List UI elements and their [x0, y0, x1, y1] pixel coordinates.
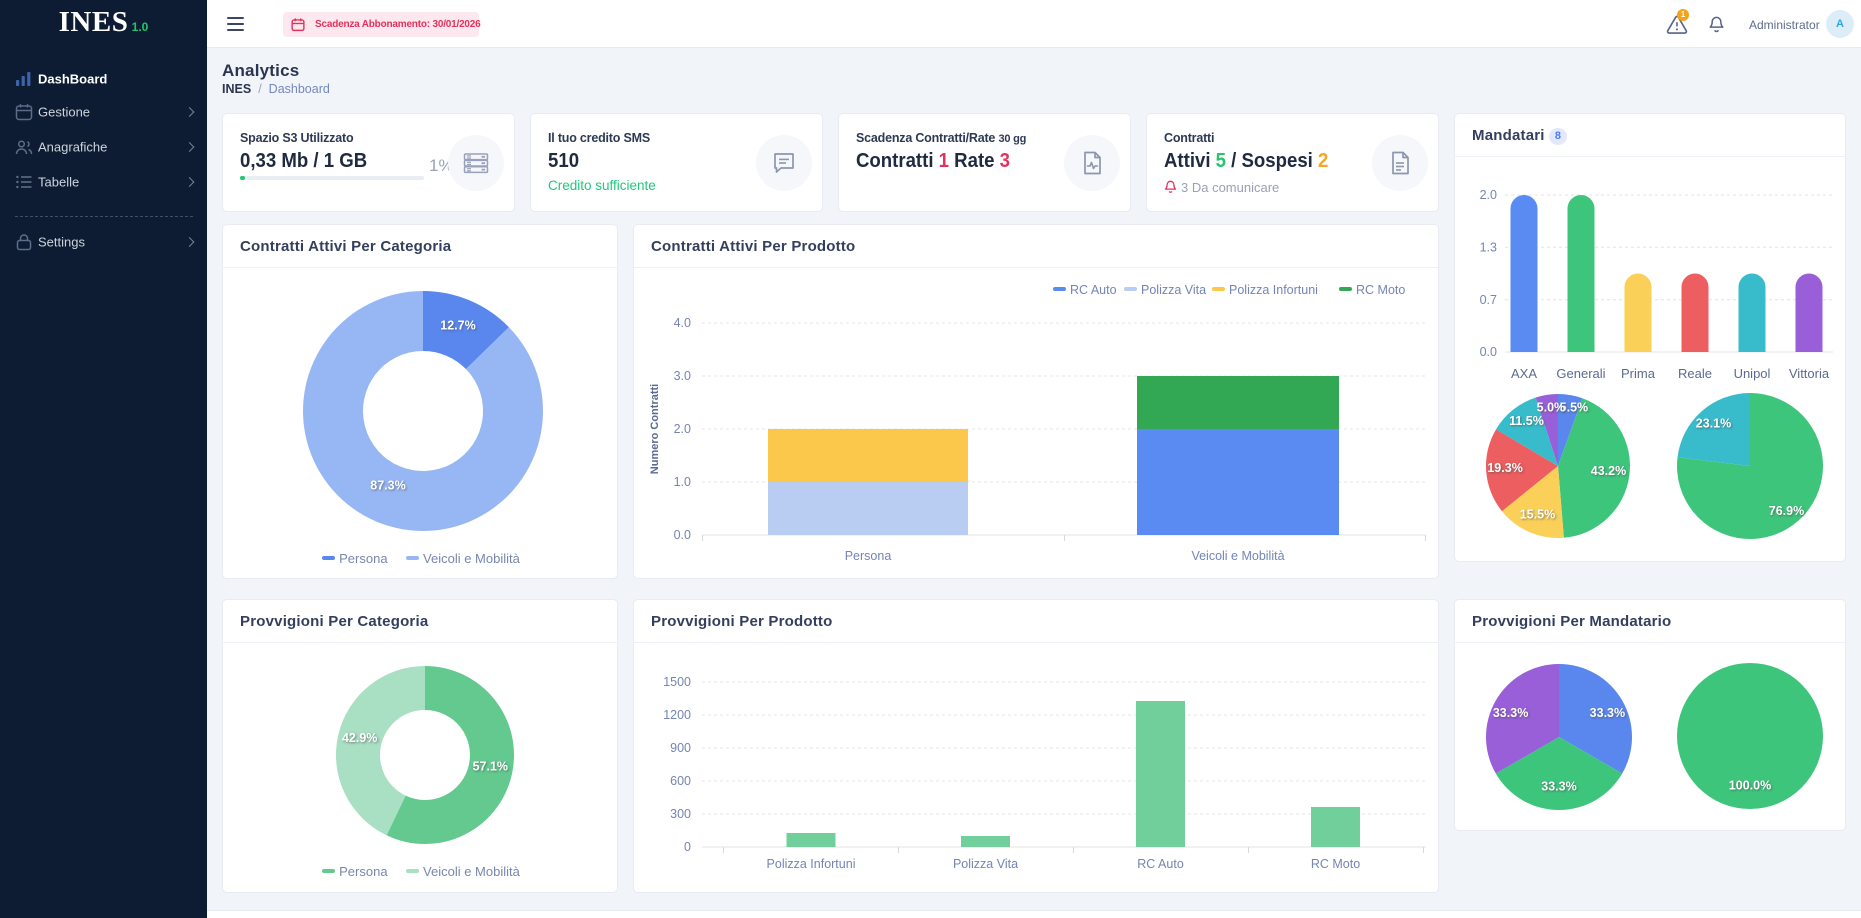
svg-text:0: 0 [684, 840, 691, 854]
svg-text:Polizza Vita: Polizza Vita [953, 857, 1018, 871]
svg-text:87.3%: 87.3% [370, 479, 405, 493]
svg-text:AXA: AXA [1511, 366, 1537, 381]
svg-text:Polizza Vita: Polizza Vita [1141, 283, 1206, 297]
svg-text:900: 900 [670, 741, 691, 755]
svg-text:4.0: 4.0 [674, 316, 691, 330]
svg-text:19.3%: 19.3% [1487, 461, 1522, 475]
svg-text:RC Auto: RC Auto [1137, 857, 1184, 871]
svg-text:12.7%: 12.7% [440, 319, 475, 333]
svg-text:Veicoli e Mobilità: Veicoli e Mobilità [1191, 549, 1284, 563]
svg-text:Polizza Infortuni: Polizza Infortuni [1229, 283, 1318, 297]
svg-text:1200: 1200 [663, 708, 691, 722]
svg-text:1.3: 1.3 [1480, 241, 1497, 255]
svg-text:2.0: 2.0 [674, 422, 691, 436]
svg-text:Reale: Reale [1678, 366, 1712, 381]
svg-text:100.0%: 100.0% [1729, 779, 1771, 793]
svg-text:RC Moto: RC Moto [1311, 857, 1360, 871]
svg-text:RC Auto: RC Auto [1070, 283, 1117, 297]
svg-text:15.5%: 15.5% [1520, 507, 1555, 521]
svg-text:0.7: 0.7 [1480, 293, 1497, 307]
svg-text:33.3%: 33.3% [1541, 780, 1576, 794]
svg-text:57.1%: 57.1% [473, 760, 508, 774]
svg-text:33.3%: 33.3% [1590, 706, 1625, 720]
svg-text:42.9%: 42.9% [342, 731, 377, 745]
svg-text:11.5%: 11.5% [1509, 414, 1544, 428]
svg-text:Prima: Prima [1621, 366, 1656, 381]
svg-text:0.0: 0.0 [674, 528, 691, 542]
svg-text:43.2%: 43.2% [1591, 464, 1626, 478]
svg-text:Polizza Infortuni: Polizza Infortuni [767, 857, 856, 871]
svg-text:2.0: 2.0 [1480, 188, 1497, 202]
svg-text:23.1%: 23.1% [1696, 417, 1731, 431]
svg-text:Generali: Generali [1556, 366, 1605, 381]
svg-text:76.9%: 76.9% [1769, 504, 1804, 518]
svg-text:RC Moto: RC Moto [1356, 283, 1405, 297]
svg-text:600: 600 [670, 774, 691, 788]
svg-text:5.0%: 5.0% [1537, 401, 1566, 415]
svg-text:Persona: Persona [845, 549, 892, 563]
svg-text:Vittoria: Vittoria [1789, 366, 1830, 381]
svg-text:33.3%: 33.3% [1493, 706, 1528, 720]
svg-text:Numero Contratti: Numero Contratti [649, 384, 661, 474]
svg-text:5.5%: 5.5% [1560, 401, 1589, 415]
svg-text:1500: 1500 [663, 675, 691, 689]
svg-text:0.0: 0.0 [1480, 345, 1497, 359]
svg-text:300: 300 [670, 807, 691, 821]
svg-text:3.0: 3.0 [674, 369, 691, 383]
svg-text:Unipol: Unipol [1734, 366, 1771, 381]
svg-text:1.0: 1.0 [674, 475, 691, 489]
